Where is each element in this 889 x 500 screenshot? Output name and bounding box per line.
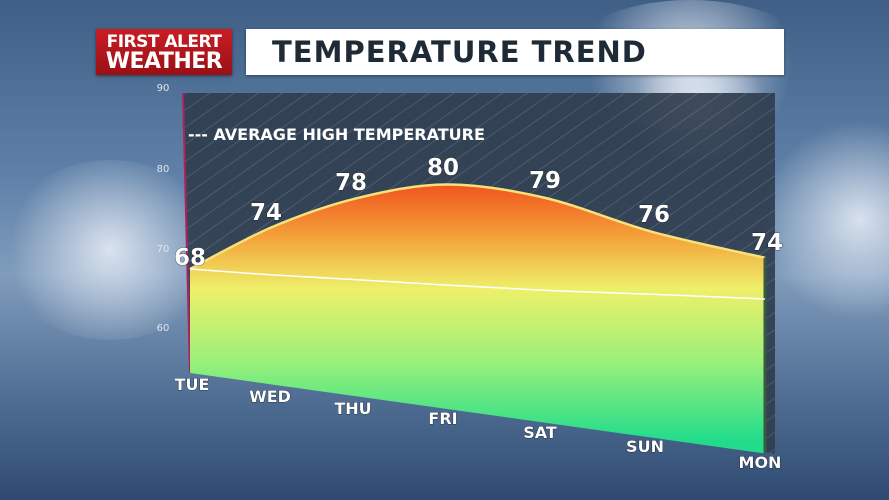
data-label: 78 — [335, 170, 367, 196]
data-label: 76 — [638, 202, 670, 228]
data-label: 74 — [751, 230, 783, 256]
y-tick-label: 80 — [157, 164, 170, 175]
legend-average-high: --- AVERAGE HIGH TEMPERATURE — [188, 125, 485, 144]
data-label: 79 — [529, 168, 561, 194]
logo-line1: FIRST ALERT — [106, 32, 222, 52]
temperature-line — [189, 183, 766, 271]
x-tick-label: MON — [739, 453, 782, 472]
x-tick-label: WED — [249, 387, 291, 406]
x-tick-label: THU — [334, 399, 371, 418]
x-tick-label: SUN — [626, 437, 664, 456]
y-tick-label: 70 — [157, 244, 170, 255]
logo-line2: WEATHER — [105, 49, 223, 74]
average-high-line — [189, 268, 766, 300]
title-banner: TEMPERATURE TREND — [246, 29, 784, 75]
temperature-area — [190, 184, 765, 454]
data-label: 80 — [427, 155, 459, 181]
y-axis-line — [182, 92, 191, 374]
data-label: 68 — [174, 245, 206, 271]
x-tick-label: TUE — [175, 375, 210, 394]
page-title: TEMPERATURE TREND — [272, 35, 647, 69]
x-tick-label: SAT — [523, 423, 557, 442]
data-label: 74 — [250, 200, 282, 226]
y-tick-label: 60 — [157, 323, 170, 334]
first-alert-weather-logo: FIRST ALERT WEATHER — [96, 29, 232, 75]
x-tick-label: FRI — [428, 409, 457, 428]
y-tick-label: 90 — [157, 83, 170, 94]
